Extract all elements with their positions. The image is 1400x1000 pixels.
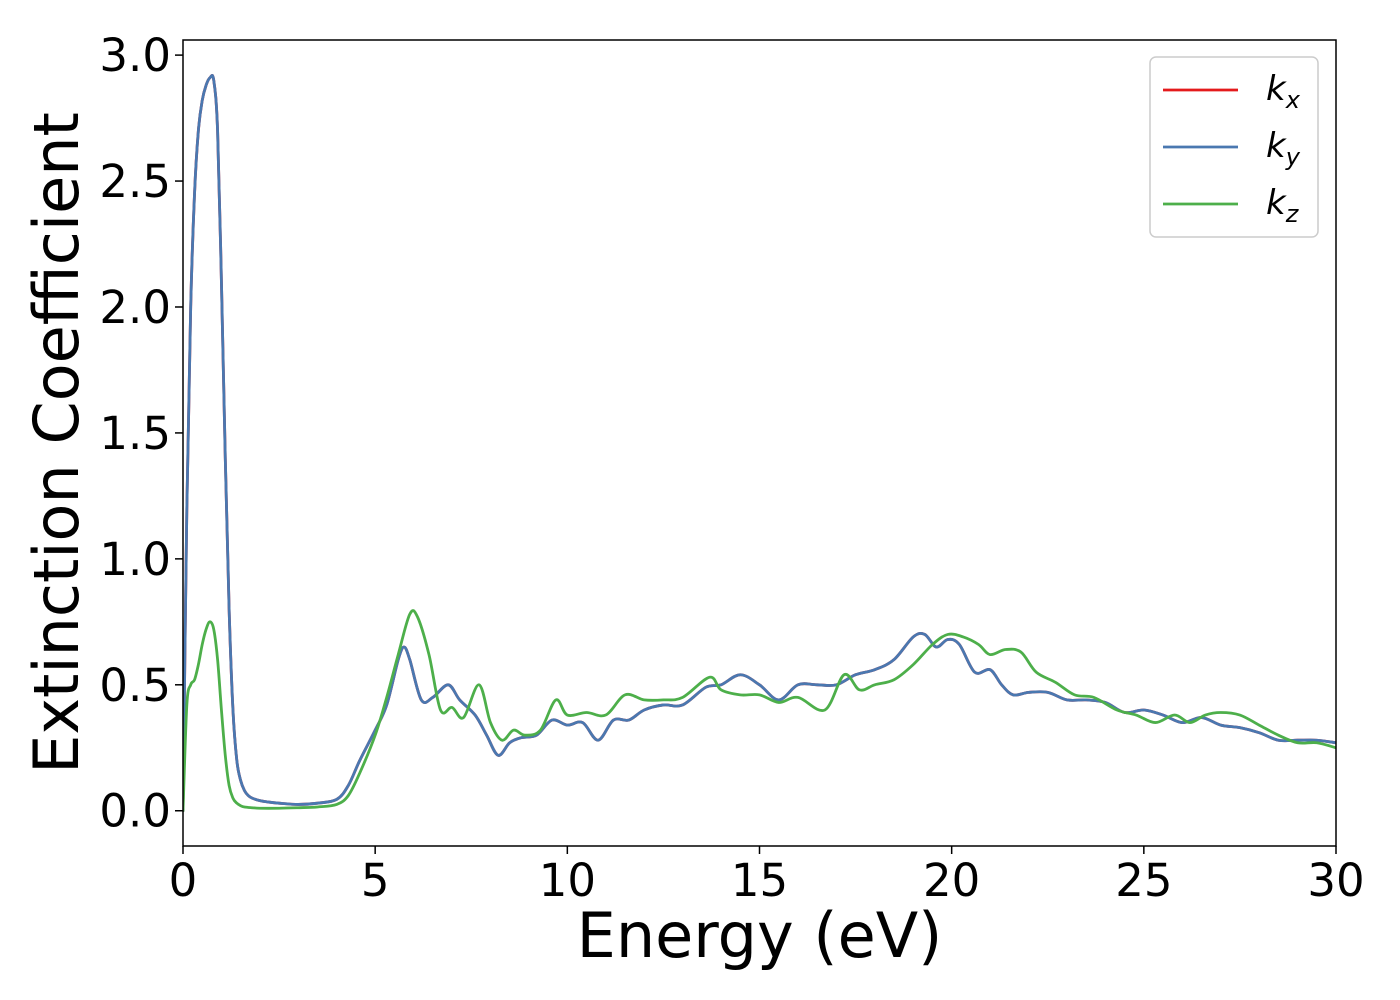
series-line-k-y xyxy=(183,74,1336,813)
y-tick-label: 0.0 xyxy=(99,785,171,838)
x-tick-label: 0 xyxy=(169,854,198,907)
x-tick-label: 10 xyxy=(539,854,596,907)
tick-layer: 0 5 10 15 20 25 30 0.0 0.5 1.0 1.5 2.0 2.5 3.0 xyxy=(99,29,1364,907)
y-tick-label: 2.5 xyxy=(99,155,171,208)
y-tick-label: 2.0 xyxy=(99,281,171,334)
x-tick-label: 30 xyxy=(1307,854,1364,907)
x-tick-label: 15 xyxy=(731,854,788,907)
y-tick-label: 3.0 xyxy=(99,29,171,82)
y-axis-title: Extinction Coefficient xyxy=(20,112,93,774)
series-layer xyxy=(183,74,1336,813)
y-tick-label: 1.0 xyxy=(99,533,171,586)
y-tick-label: 0.5 xyxy=(99,659,171,712)
x-tick-label: 5 xyxy=(361,854,390,907)
x-axis-title: Energy (eV) xyxy=(577,899,943,972)
series-line-k-z xyxy=(183,609,1336,813)
x-tick-label: 25 xyxy=(1115,854,1172,907)
x-tick-label: 20 xyxy=(923,854,980,907)
y-tick-label: 1.5 xyxy=(99,407,171,460)
